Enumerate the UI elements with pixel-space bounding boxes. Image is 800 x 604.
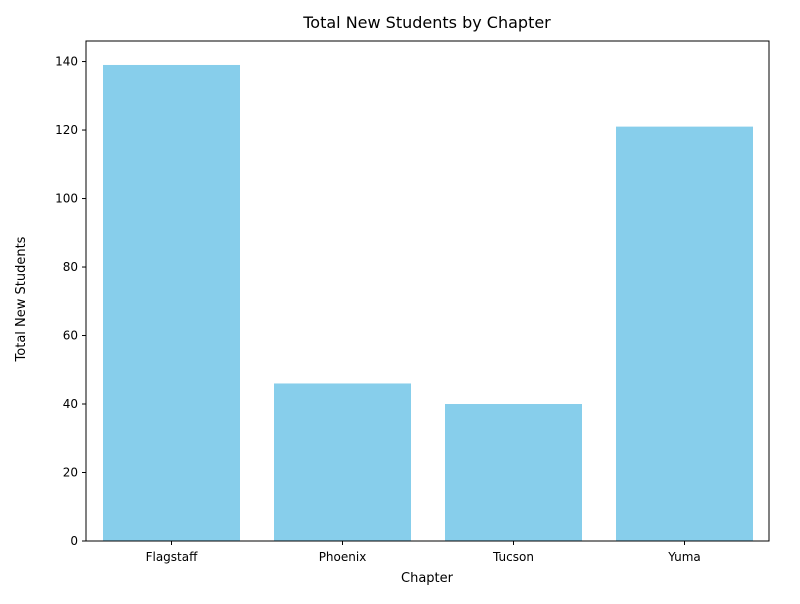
x-tick-label: Flagstaff [146,550,199,564]
y-tick-label: 80 [63,260,78,274]
y-tick-label: 40 [63,397,78,411]
y-axis-label: Total New Students [14,236,29,362]
y-tick-label: 20 [63,466,78,480]
x-tick-label: Tucson [492,550,534,564]
x-tick-label: Phoenix [319,550,367,564]
bar-yuma [616,126,753,542]
y-tick-label: 0 [70,534,78,548]
bar-flagstaff [103,64,240,541]
x-tick-label: Yuma [667,550,701,564]
bar-tucson [445,404,582,541]
plot-frame [85,40,770,542]
y-tick-label: 140 [55,55,78,69]
plot-area: 0 20 40 60 80 100 120 140 Flagstaff Phoenix Tucson… [55,40,770,564]
chart-title: Total New Students by Chapter [302,13,551,32]
y-tick-label: 100 [55,192,78,206]
x-axis-label: Chapter [401,571,454,586]
bar-phoenix [274,383,411,541]
y-tick-label: 60 [63,329,78,343]
y-tick-label: 120 [55,123,78,137]
